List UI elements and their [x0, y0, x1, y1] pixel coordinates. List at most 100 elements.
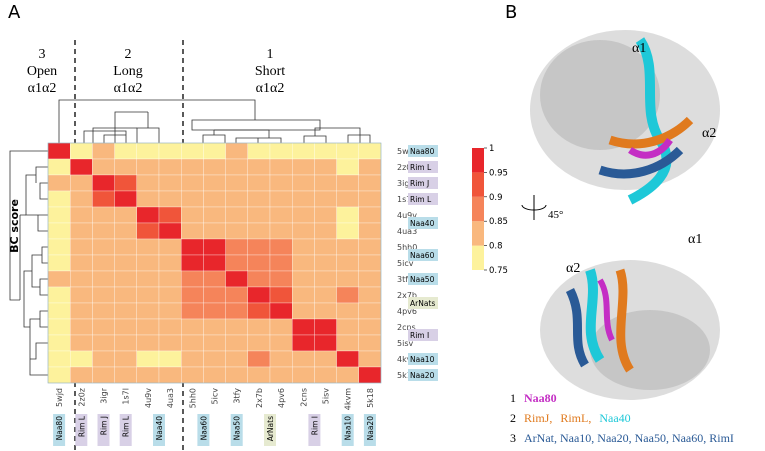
heatmap-cell — [203, 318, 226, 336]
row-tag — [408, 369, 438, 381]
heatmap-cell — [336, 174, 359, 192]
heatmap-cell — [314, 366, 337, 384]
colorbar-segment — [472, 196, 484, 222]
heatmap-cell — [70, 286, 93, 304]
column-label: 4ua3 — [166, 388, 175, 408]
structure-annotation: α2 — [702, 126, 716, 141]
heatmap-cell — [292, 174, 315, 192]
heatmap-cell — [70, 206, 93, 224]
heatmap-cell — [70, 222, 93, 240]
heatmap-cell — [203, 142, 226, 160]
heatmap-cell — [181, 366, 204, 384]
heatmap-cell — [47, 350, 71, 368]
heatmap-cell — [358, 366, 382, 384]
structure-annotation: α1 — [688, 232, 702, 247]
heatmap-cell — [136, 206, 160, 224]
heatmap-cell — [114, 366, 137, 384]
heatmap-cell — [158, 302, 182, 320]
heatmap-cell — [269, 270, 293, 288]
heatmap-cell — [158, 142, 182, 160]
heatmap-cell — [269, 238, 293, 256]
heatmap-cell — [314, 158, 337, 176]
heatmap-cell — [358, 222, 382, 240]
heatmap-cell — [247, 366, 271, 384]
heatmap-cell — [292, 190, 315, 208]
heatmap-cell — [358, 206, 382, 224]
column-label: 2z0z — [77, 388, 86, 407]
heatmap-cell — [181, 302, 204, 320]
heatmap-cell — [136, 302, 160, 320]
heatmap-cell — [225, 222, 248, 240]
column-tag-label: Naa20 — [366, 416, 375, 441]
heatmap-cell — [47, 174, 71, 192]
structure-annotation: α2 — [566, 261, 580, 276]
heatmap-cell — [292, 318, 315, 336]
panel-label: B — [505, 2, 517, 23]
row-label: 5k18 — [397, 371, 417, 380]
column-label: 5wjd — [55, 388, 64, 407]
column-tag — [97, 414, 110, 446]
row-tag — [408, 145, 438, 157]
heatmap-cell — [292, 254, 315, 272]
row-label: 4pv6 — [397, 307, 417, 316]
group-helices: α1α2 — [256, 81, 285, 96]
legend-entry: 2 RimJ, RimL, Naa40 — [510, 411, 631, 425]
column-tag — [264, 414, 276, 446]
heatmap-cell — [47, 238, 71, 256]
heatmap-cell — [314, 142, 337, 160]
heatmap-cell — [292, 302, 315, 320]
row-tag-label: ArNats — [410, 299, 435, 308]
colorbar-segment — [472, 172, 484, 197]
heatmap-cell — [336, 350, 359, 368]
heatmap-cell — [70, 254, 93, 272]
heatmap-cell — [158, 270, 182, 288]
heatmap-cell — [247, 238, 271, 256]
heatmap-cell — [247, 270, 271, 288]
heatmap-cell — [158, 350, 182, 368]
heatmap-cell — [269, 334, 293, 352]
column-label: 1s7l — [122, 388, 131, 405]
heatmap-frame — [47, 142, 382, 384]
heatmap-cell — [203, 270, 226, 288]
heatmap-cell — [47, 190, 71, 208]
row-tag — [408, 353, 438, 365]
heatmap-cell — [336, 334, 359, 352]
heatmap-cell — [247, 286, 271, 304]
heatmap-cell — [181, 270, 204, 288]
column-tag — [363, 414, 376, 446]
heatmap-cell — [70, 174, 93, 192]
heatmap-cell — [70, 238, 93, 256]
heatmap-cell — [336, 190, 359, 208]
heatmap-cell — [269, 142, 293, 160]
heatmap-cell — [136, 366, 160, 384]
column-label: 3tfy — [233, 388, 242, 404]
heatmap-cell — [314, 334, 337, 352]
heatmap-cell — [247, 142, 271, 160]
heatmap-cell — [92, 318, 115, 336]
heatmap-cell — [358, 350, 382, 368]
heatmap-cell — [47, 142, 71, 160]
row-tag — [408, 177, 438, 189]
heatmap-cell — [70, 190, 93, 208]
row-label: 3tfy — [397, 275, 413, 284]
column-tag — [230, 414, 243, 446]
structure-annotation: α1 — [632, 41, 646, 56]
group-number: 2 — [125, 47, 132, 62]
heatmap-cell — [358, 158, 382, 176]
heatmap-cell — [247, 206, 271, 224]
heatmap-cell — [158, 254, 182, 272]
legend-entry: 3 ArNat, Naa10, Naa20, Naa50, Naa60, RimI — [510, 431, 734, 445]
heatmap-cell — [225, 286, 248, 304]
column-tag-label: Naa60 — [199, 416, 208, 441]
heatmap-cell — [114, 270, 137, 288]
heatmap-cell — [92, 222, 115, 240]
heatmap-cell — [203, 222, 226, 240]
heatmap-cell — [114, 302, 137, 320]
row-label: 2z0z — [397, 163, 416, 172]
heatmap-cell — [247, 350, 271, 368]
heatmap-cell — [136, 142, 160, 160]
colorbar-tick-label: 1 — [489, 144, 494, 154]
column-tag-label: ArNats — [266, 416, 275, 441]
row-label: 2cns — [397, 323, 416, 332]
heatmap-cell — [269, 318, 293, 336]
